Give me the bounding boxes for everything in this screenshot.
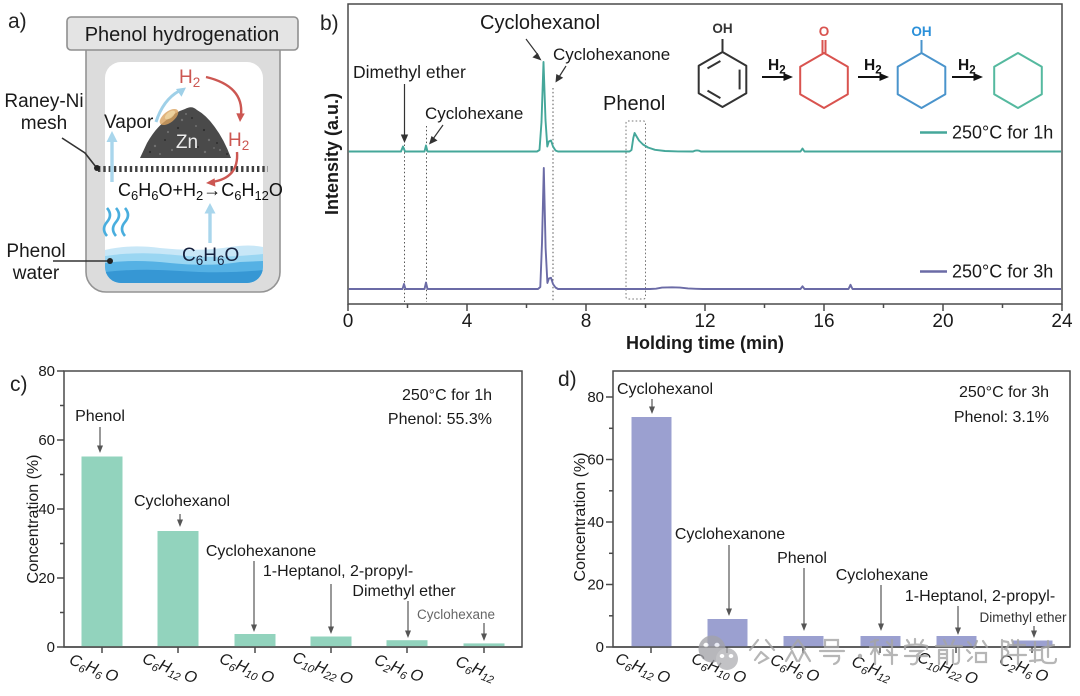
svg-text:Cyclohexane: Cyclohexane xyxy=(836,567,929,584)
svg-text:Cyclohexanol: Cyclohexanol xyxy=(617,381,713,398)
svg-text:C6H6O+H2→C6H12O: C6H6O+H2→C6H12O xyxy=(118,180,283,203)
svg-text:Dimethyl ether: Dimethyl ether xyxy=(352,583,456,600)
svg-text:c): c) xyxy=(10,373,28,396)
svg-text:Cyclohexanol: Cyclohexanol xyxy=(480,12,600,34)
svg-text:Cyclohexanone: Cyclohexanone xyxy=(553,45,670,64)
svg-text:0: 0 xyxy=(343,311,354,332)
svg-text:water: water xyxy=(12,263,60,284)
svg-text:Intensity (a.u.): Intensity (a.u.) xyxy=(322,93,342,215)
svg-text:1-Heptanol, 2-propyl-: 1-Heptanol, 2-propyl- xyxy=(263,563,413,580)
svg-text:Cyclohexanone: Cyclohexanone xyxy=(675,526,785,543)
svg-text:40: 40 xyxy=(38,501,55,518)
svg-text:Concentration (%): Concentration (%) xyxy=(572,453,589,582)
svg-text:20: 20 xyxy=(38,570,55,587)
svg-text:O: O xyxy=(819,24,830,39)
svg-text:20: 20 xyxy=(587,577,604,594)
svg-text:4: 4 xyxy=(462,311,473,332)
svg-text:Holding time (min): Holding time (min) xyxy=(626,333,784,353)
svg-text:0: 0 xyxy=(596,639,604,656)
svg-text:d): d) xyxy=(558,368,577,391)
svg-text:Dimethyl ether: Dimethyl ether xyxy=(979,610,1067,625)
svg-text:a): a) xyxy=(8,10,27,33)
svg-text:40: 40 xyxy=(587,514,604,531)
svg-text:Cyclohexane: Cyclohexane xyxy=(425,104,523,123)
svg-text:60: 60 xyxy=(38,432,55,449)
svg-text:Dimethyl ether: Dimethyl ether xyxy=(353,62,466,82)
svg-text:8: 8 xyxy=(581,311,592,332)
svg-text:1-Heptanol, 2-propyl-: 1-Heptanol, 2-propyl- xyxy=(905,588,1055,605)
svg-text:Vapor: Vapor xyxy=(104,112,154,133)
svg-text:OH: OH xyxy=(911,24,931,39)
svg-text:C6H6O: C6H6O xyxy=(182,245,239,268)
svg-text:60: 60 xyxy=(587,452,604,469)
svg-text:12: 12 xyxy=(694,311,715,332)
svg-text:24: 24 xyxy=(1051,311,1073,332)
svg-text:Concentration (%): Concentration (%) xyxy=(25,455,42,584)
svg-text:Zn: Zn xyxy=(176,132,198,153)
svg-text:Phenol: 55.3%: Phenol: 55.3% xyxy=(388,411,492,428)
svg-text:16: 16 xyxy=(813,311,834,332)
svg-text:Phenol: 3.1%: Phenol: 3.1% xyxy=(954,409,1049,426)
svg-text:Phenol: Phenol xyxy=(777,550,827,567)
svg-text:b): b) xyxy=(320,12,339,35)
svg-text:mesh: mesh xyxy=(21,113,67,134)
svg-text:Phenol: Phenol xyxy=(603,93,665,115)
svg-text:Cyclohexane: Cyclohexane xyxy=(417,607,495,622)
svg-text:20: 20 xyxy=(932,311,953,332)
svg-text:Raney-Ni: Raney-Ni xyxy=(4,91,83,112)
svg-text:250°C for 3h: 250°C for 3h xyxy=(952,262,1053,282)
svg-text:80: 80 xyxy=(587,389,604,406)
svg-text:0: 0 xyxy=(47,639,55,656)
svg-text:OH: OH xyxy=(712,21,732,36)
svg-text:80: 80 xyxy=(38,363,55,380)
svg-text:Cyclohexanol: Cyclohexanol xyxy=(134,493,230,510)
svg-text:Phenol: Phenol xyxy=(75,408,125,425)
svg-text:Phenol hydrogenation: Phenol hydrogenation xyxy=(85,24,280,46)
svg-text:250°C for 1h: 250°C for 1h xyxy=(402,387,492,404)
svg-text:250°C for 1h: 250°C for 1h xyxy=(952,123,1053,143)
svg-text:Phenol: Phenol xyxy=(6,241,65,262)
svg-text:Cyclohexanone: Cyclohexanone xyxy=(206,543,316,560)
svg-text:250°C for 3h: 250°C for 3h xyxy=(959,384,1049,401)
